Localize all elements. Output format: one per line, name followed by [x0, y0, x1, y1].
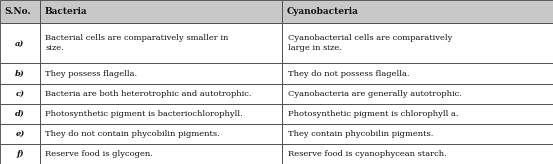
Bar [282, 124, 553, 144]
Bar [282, 63, 553, 84]
Bar [0, 104, 40, 124]
Text: Cyanobacteria: Cyanobacteria [286, 7, 358, 16]
Bar [282, 23, 553, 63]
Bar [40, 124, 282, 144]
Text: b): b) [15, 70, 25, 78]
Text: d): d) [15, 110, 25, 118]
Bar [40, 84, 282, 104]
Text: Photosynthetic pigment is chlorophyll a.: Photosynthetic pigment is chlorophyll a. [288, 110, 458, 118]
Bar [0, 0, 40, 23]
Text: They do not possess flagella.: They do not possess flagella. [288, 70, 409, 78]
Bar [282, 104, 553, 124]
Bar [40, 23, 282, 63]
Text: a): a) [15, 39, 24, 47]
Text: Photosynthetic pigment is bacteriochlorophyll.: Photosynthetic pigment is bacteriochloro… [45, 110, 243, 118]
Text: e): e) [15, 130, 24, 138]
Bar [0, 63, 40, 84]
Bar [0, 23, 40, 63]
Bar [40, 63, 282, 84]
Bar [282, 144, 553, 164]
Bar [0, 124, 40, 144]
Text: They contain phycobilin pigments.: They contain phycobilin pigments. [288, 130, 433, 138]
Bar [40, 144, 282, 164]
Text: Reserve food is glycogen.: Reserve food is glycogen. [45, 150, 153, 158]
Bar [282, 0, 553, 23]
Text: Cyanobacteria are generally autotrophic.: Cyanobacteria are generally autotrophic. [288, 90, 461, 98]
Text: c): c) [15, 90, 24, 98]
Text: Bacterial cells are comparatively smaller in
size.: Bacterial cells are comparatively smalle… [45, 34, 229, 52]
Bar [40, 0, 282, 23]
Bar [40, 104, 282, 124]
Bar [282, 84, 553, 104]
Bar [0, 144, 40, 164]
Text: Reserve food is cyanophycean starch.: Reserve food is cyanophycean starch. [288, 150, 446, 158]
Bar [0, 84, 40, 104]
Text: They possess flagella.: They possess flagella. [45, 70, 138, 78]
Text: Bacteria are both heterotrophic and autotrophic.: Bacteria are both heterotrophic and auto… [45, 90, 252, 98]
Text: S.No.: S.No. [4, 7, 31, 16]
Text: f): f) [16, 150, 24, 158]
Text: They do not contain phycobilin pigments.: They do not contain phycobilin pigments. [45, 130, 220, 138]
Text: Bacteria: Bacteria [44, 7, 87, 16]
Text: Cyanobacterial cells are comparatively
large in size.: Cyanobacterial cells are comparatively l… [288, 34, 452, 52]
